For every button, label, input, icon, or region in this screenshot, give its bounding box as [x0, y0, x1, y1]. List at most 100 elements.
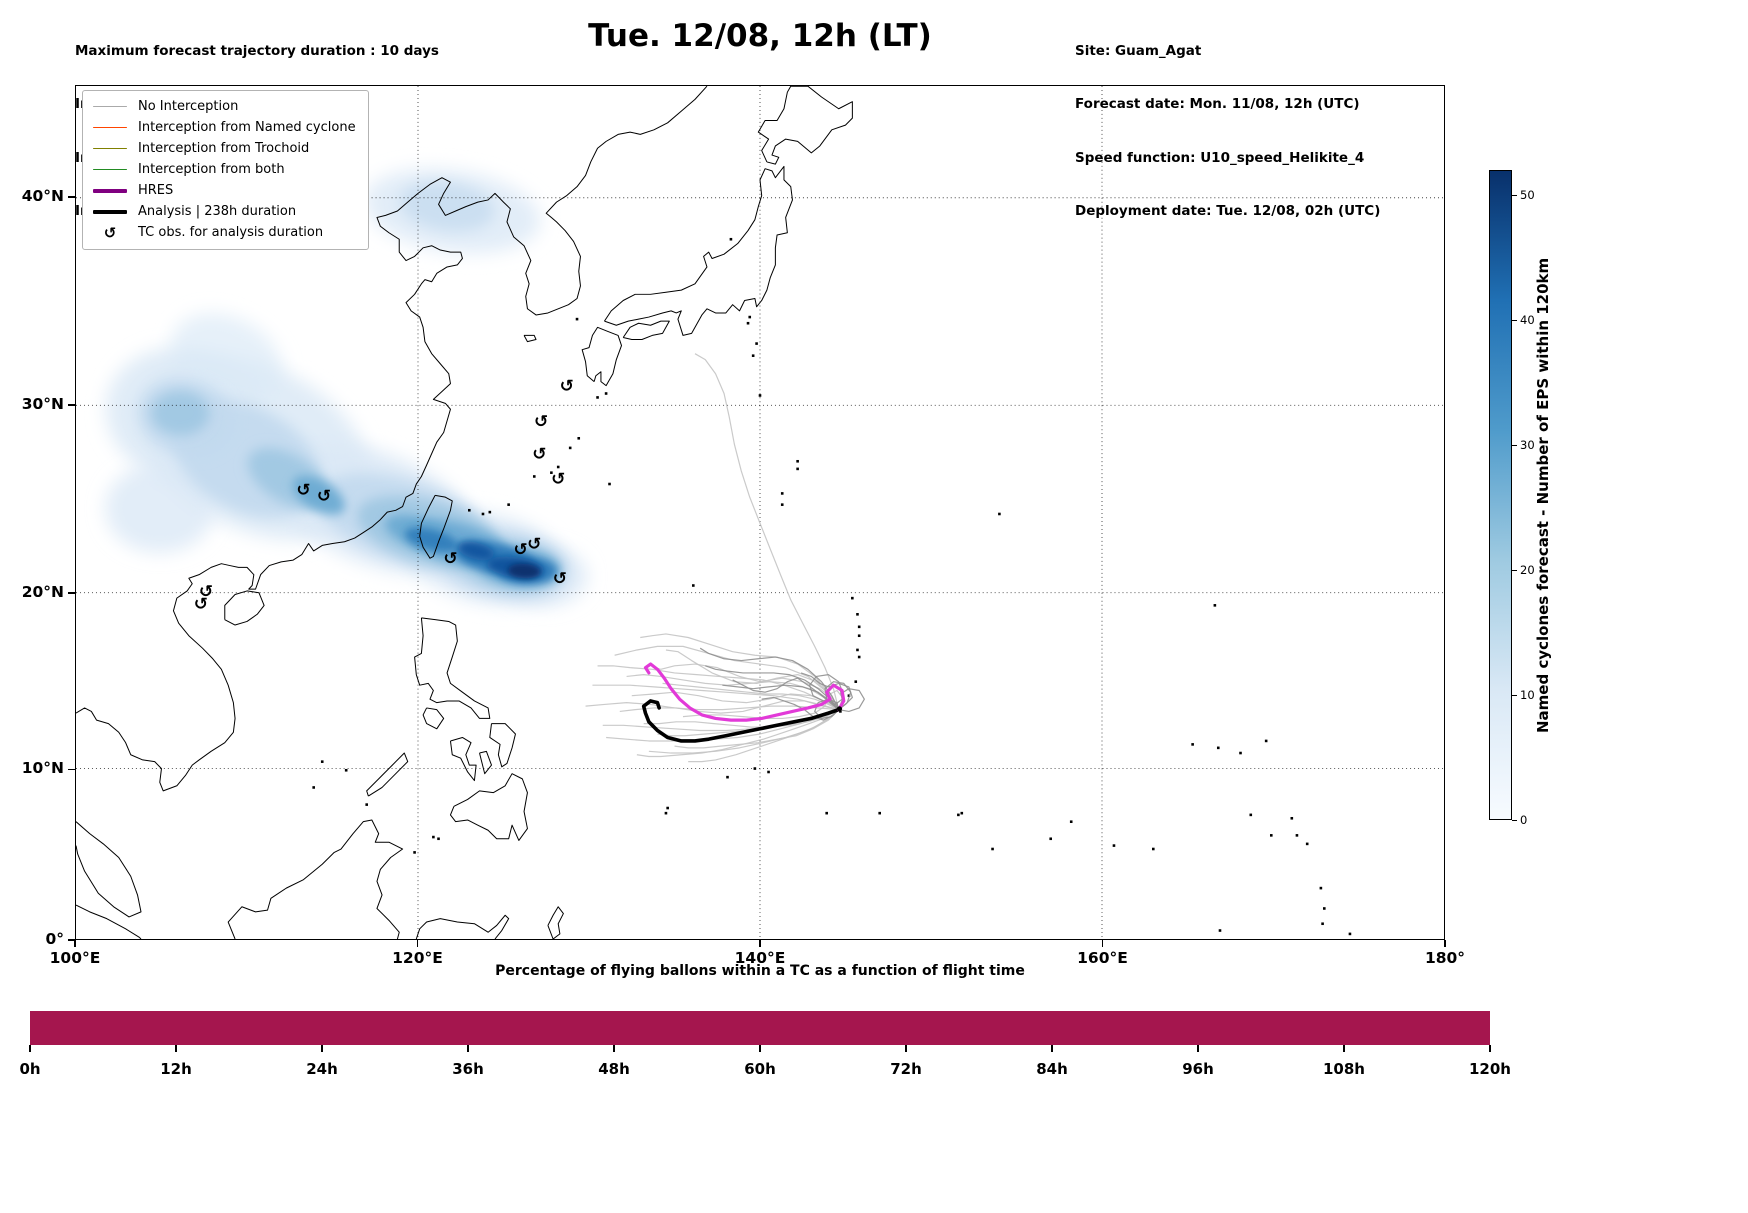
legend-label: TC obs. for analysis duration: [138, 225, 324, 240]
colorbar-tick-label: 0: [1520, 813, 1528, 827]
tc-obs-icon: ↺: [317, 485, 331, 505]
tc-obs-icon: ↺: [199, 581, 213, 601]
flight-bar-title: Percentage of flying ballons within a TC…: [495, 963, 1025, 979]
tc-obs-icon: ↺: [553, 568, 567, 588]
info-speed-function: Speed function: U10_speed_Helikite_4: [1075, 149, 1365, 166]
x-tick-label: 180°: [1424, 949, 1466, 967]
flight-bar-tick-mark: [759, 1045, 761, 1052]
flight-bar-tick-mark: [1051, 1045, 1053, 1052]
colorbar-tick-label: 50: [1520, 188, 1535, 202]
y-tick-label: 30°N: [21, 395, 64, 414]
y-tick-label: 0°: [45, 930, 64, 948]
legend-line: [93, 209, 127, 214]
legend-item: Interception from Trochoid: [91, 138, 356, 159]
flight-bar-tick-label: 12h: [160, 1060, 192, 1078]
flight-time-bar-fill: [30, 1011, 1490, 1045]
legend-item: Analysis | 238h duration: [91, 201, 356, 222]
legend-label: Interception from Named cyclone: [138, 120, 356, 135]
colorbar-tick-mark: [1512, 319, 1517, 321]
flight-bar-tick-label: 48h: [598, 1060, 630, 1078]
flight-bar-tick-label: 72h: [890, 1060, 922, 1078]
colorbar-tick-label: 30: [1520, 438, 1535, 452]
flight-bar-tick-label: 120h: [1469, 1060, 1511, 1078]
tc-obs-icon: ↺: [527, 534, 541, 554]
flight-bar-tick-label: 84h: [1036, 1060, 1068, 1078]
colorbar-tick-mark: [1512, 569, 1517, 571]
flight-bar-tick-label: 0h: [19, 1060, 41, 1078]
flight-time-bar: [30, 1011, 1490, 1045]
legend-line-swatch: [91, 188, 129, 193]
legend-label: No Interception: [138, 99, 239, 114]
legend-line: [93, 126, 127, 129]
tc-obs-icon: ↺: [443, 548, 457, 568]
deployment-site-marker: [836, 706, 843, 712]
flight-bar-tick-mark: [29, 1045, 31, 1052]
x-tick-mark: [416, 940, 419, 947]
legend-label: Interception from both: [138, 162, 285, 177]
x-tick-label: 120°E: [392, 949, 443, 967]
y-tick-mark: [68, 768, 75, 770]
flight-bar-tick-mark: [1197, 1045, 1199, 1052]
x-tick-mark: [1101, 940, 1104, 947]
flight-bar-tick-label: 96h: [1182, 1060, 1214, 1078]
y-tick-label: 10°N: [21, 759, 64, 778]
tc-obs-icon: ↺: [551, 468, 565, 488]
tc-obs-icon: ↺: [534, 411, 548, 431]
y-tick-mark: [68, 939, 75, 941]
colorbar-tick-mark: [1512, 819, 1517, 821]
flight-bar-tick-mark: [175, 1045, 177, 1052]
legend-line-swatch: [91, 105, 129, 108]
info-forecast-date: Forecast date: Mon. 11/08, 12h (UTC): [1075, 96, 1360, 113]
tc-obs-icon: ↺: [194, 594, 208, 614]
tc-obs-icon: ↺: [532, 444, 546, 464]
legend-line-swatch: [91, 168, 129, 171]
legend-line-swatch: [91, 147, 129, 150]
y-tick-mark: [68, 592, 75, 594]
flight-bar-tick-mark: [321, 1045, 323, 1052]
flight-bar-tick-label: 36h: [452, 1060, 484, 1078]
x-tick-mark: [74, 940, 76, 947]
flight-bar-tick-mark: [467, 1045, 469, 1052]
legend-line: [93, 147, 127, 150]
trajectory-layer: [585, 353, 865, 763]
legend-label: HRES: [138, 183, 174, 198]
colorbar-tick-label: 40: [1520, 313, 1535, 327]
figure-header-right: Site: Guam_Agat Forecast date: Mon. 11/0…: [1075, 7, 1380, 239]
tc-obs-icon: ↺: [513, 539, 527, 559]
x-tick-mark: [1444, 940, 1446, 947]
y-tick-mark: [68, 404, 75, 406]
y-tick-label: 40°N: [21, 187, 64, 205]
info-max-duration: Maximum forecast trajectory duration : 1…: [75, 42, 439, 59]
legend-item: Interception from Named cyclone: [91, 117, 356, 138]
figure-title: Tue. 12/08, 12h (LT): [588, 18, 932, 54]
colorbar-tick-label: 20: [1520, 563, 1535, 577]
y-tick-label: 20°N: [21, 582, 64, 601]
tc-obs-layer: ↺↺↺↺↺↺↺↺↺↺↺↺: [194, 376, 574, 614]
tc-obs-symbol-icon: ↺: [103, 223, 117, 242]
flight-bar-tick-label: 108h: [1323, 1060, 1365, 1078]
flight-bar-tick-label: 60h: [744, 1060, 776, 1078]
legend-item: Interception from both: [91, 159, 356, 180]
y-tick-mark: [68, 196, 75, 198]
map-legend: No Interception Interception from Named c…: [82, 90, 369, 250]
flight-bar-tick-mark: [1489, 1045, 1491, 1052]
tc-obs-icon: ↺: [296, 480, 310, 500]
legend-line: [93, 168, 127, 171]
legend-item: ↺ TC obs. for analysis duration: [91, 222, 356, 243]
legend-label: Analysis | 238h duration: [138, 204, 297, 219]
x-tick-mark: [759, 940, 761, 947]
legend-line-swatch: [91, 209, 129, 214]
info-deployment-date: Deployment date: Tue. 12/08, 02h (UTC): [1075, 202, 1381, 219]
colorbar-tick-mark: [1512, 694, 1517, 696]
coastline-layer: [76, 86, 1352, 939]
flight-bar-tick-label: 24h: [306, 1060, 338, 1078]
legend-item: No Interception: [91, 96, 356, 117]
colorbar-label: Named cyclones forecast - Number of EPS …: [1534, 257, 1552, 733]
analysis-trajectory: [641, 699, 841, 743]
legend-item: HRES: [91, 180, 356, 201]
legend-label: Interception from Trochoid: [138, 141, 310, 156]
x-tick-label: 100°E: [49, 949, 101, 967]
colorbar: [1489, 170, 1512, 820]
legend-line: [93, 105, 127, 108]
hres-trajectory: [643, 662, 846, 722]
